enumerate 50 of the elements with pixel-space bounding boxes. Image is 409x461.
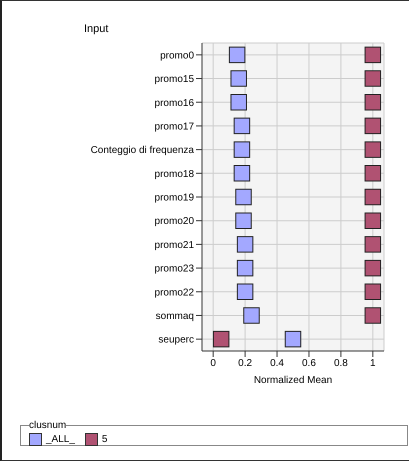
point bbox=[364, 307, 382, 324]
y-tick-label: promo18 bbox=[154, 168, 194, 180]
point bbox=[284, 330, 302, 348]
point bbox=[364, 46, 382, 64]
y-tick-label: promo15 bbox=[154, 74, 194, 86]
point bbox=[364, 165, 382, 182]
x-tick-label: 1 bbox=[370, 358, 376, 370]
point bbox=[228, 46, 246, 64]
point bbox=[230, 70, 247, 87]
point bbox=[234, 118, 250, 134]
point bbox=[364, 188, 382, 206]
point bbox=[235, 188, 252, 206]
y-tick-label: promo17 bbox=[154, 121, 194, 132]
y-tick-label: promo23 bbox=[154, 264, 194, 275]
x-tick-label: 0.4 bbox=[270, 358, 284, 370]
y-tick-label: promo20 bbox=[154, 216, 194, 228]
legend-title: clusnum bbox=[29, 420, 66, 431]
text: Input bbox=[84, 23, 108, 35]
legend-label: 5 bbox=[100, 433, 108, 446]
point bbox=[364, 212, 382, 229]
point bbox=[236, 284, 254, 300]
x-tick-label: 0 bbox=[210, 358, 216, 370]
point bbox=[364, 70, 382, 87]
y-tick-label: seuperc bbox=[158, 334, 194, 346]
point bbox=[364, 284, 382, 300]
y-tick-label: sommaq bbox=[156, 311, 194, 322]
legend-label: _ALL_ bbox=[44, 433, 75, 446]
x-tick-label: 0.8 bbox=[334, 358, 348, 370]
y-tick-label: Conteggio di frequenza bbox=[90, 145, 194, 156]
point bbox=[236, 236, 254, 253]
x-tick-label: 0.6 bbox=[302, 358, 316, 370]
point bbox=[235, 212, 252, 229]
point bbox=[230, 94, 247, 110]
point bbox=[364, 260, 382, 276]
y-tick-label: promo16 bbox=[154, 98, 194, 109]
point bbox=[234, 165, 250, 182]
point bbox=[236, 260, 254, 276]
y-tick-label: promo21 bbox=[154, 240, 194, 251]
x-axis-title: Normalized Mean bbox=[254, 375, 332, 386]
point bbox=[212, 330, 230, 348]
point bbox=[364, 236, 382, 253]
y-tick-label: promo22 bbox=[154, 287, 194, 298]
point bbox=[364, 94, 382, 110]
y-tick-label: promo19 bbox=[154, 192, 194, 204]
x-tick-label: 0.2 bbox=[238, 358, 252, 370]
point bbox=[243, 307, 260, 324]
point bbox=[364, 118, 382, 134]
point bbox=[364, 141, 382, 158]
y-tick-label: promo0 bbox=[160, 50, 194, 62]
point bbox=[234, 141, 250, 158]
